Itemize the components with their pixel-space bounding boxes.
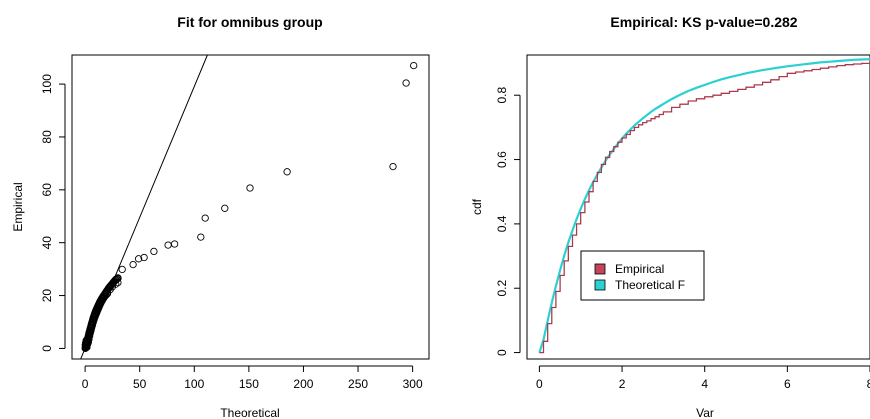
y-tick-label: 0.6 [495, 151, 509, 168]
legend-label-empirical: Empirical [615, 262, 664, 276]
series-empirical-edge [539, 63, 870, 353]
qq-plot-ylabel: Empirical [11, 182, 25, 231]
y-tick-label: 60 [40, 183, 54, 197]
qq-plot-xlabel: Theoretical [220, 406, 279, 419]
qq-point [170, 240, 179, 248]
x-tick-label: 150 [239, 377, 259, 391]
qq-plot-area [80, 55, 418, 359]
qq-point [402, 79, 410, 87]
cdf-plot-area [538, 58, 870, 354]
cdf-plot-panel: Empirical: KS p-value=0.282 Var cdf 0 2 4 6… [470, 14, 870, 419]
x-tick-label: 4 [701, 377, 708, 391]
qq-point [197, 233, 205, 241]
x-tick-label: 50 [133, 377, 147, 391]
legend-swatch-theoretical [594, 279, 606, 291]
qq-point [113, 275, 121, 283]
qq-point [83, 343, 91, 351]
qq-point [134, 255, 143, 263]
cdf-plot-ylabel: cdf [470, 198, 484, 215]
qq-plot-title: Fit for omnibus group [177, 14, 322, 30]
x-tick-label: 100 [184, 377, 204, 391]
qq-point [102, 291, 110, 299]
series-empirical-line [539, 62, 870, 354]
series-theoretical-line [538, 58, 870, 353]
legend-box [580, 250, 705, 301]
x-tick-label: 0 [82, 377, 89, 391]
qq-point [85, 332, 94, 340]
y-tick-label: 0.2 [495, 280, 509, 297]
x-tick-label: 300 [403, 377, 423, 391]
y-tick-label: 20 [40, 289, 54, 303]
qq-point [114, 278, 122, 287]
y-tick-label: 100 [40, 74, 54, 94]
qq-point [246, 184, 254, 192]
qq-plot-y-axis: 0 20 40 60 80 100 [40, 74, 66, 352]
qq-plot-panel: Fit for omnibus group Theoretical Empiri… [11, 14, 430, 419]
qq-point [201, 214, 209, 222]
x-tick-label: 200 [293, 377, 313, 391]
cdf-plot-y-axis: 0 0.2 0.4 0.6 0.8 [495, 87, 521, 356]
x-tick-label: 8 [867, 377, 870, 391]
qq-point [410, 61, 418, 70]
qq-point [221, 204, 229, 212]
legend-swatch-empirical [594, 263, 606, 275]
qq-point [140, 253, 148, 262]
y-tick-label: 0 [495, 349, 509, 356]
y-tick-label: 80 [40, 130, 54, 144]
cdf-plot-title: Empirical: KS p-value=0.282 [610, 14, 797, 30]
cdf-plot-x-axis: 0 2 4 6 8 [536, 365, 870, 391]
qq-point [389, 162, 397, 171]
qq-plot-x-axis: 0 50 100 150 200 250 300 [82, 365, 423, 391]
qq-point [118, 265, 126, 274]
x-tick-label: 0 [536, 377, 543, 391]
y-tick-label: 40 [40, 236, 54, 250]
y-tick-label: 0.4 [495, 215, 509, 232]
y-tick-label: 0.8 [495, 87, 509, 104]
x-tick-label: 2 [619, 377, 626, 391]
qq-point [164, 241, 172, 249]
x-tick-label: 250 [348, 377, 368, 391]
qq-point [150, 247, 158, 256]
qq-point [283, 168, 291, 176]
legend-label-theoretical: Theoretical F [615, 278, 685, 292]
qq-point [129, 260, 137, 269]
y-tick-label: 0 [40, 345, 54, 352]
cdf-plot-xlabel: Var [696, 406, 714, 419]
cdf-plot-box [526, 54, 870, 360]
cdf-legend: Empirical Theoretical F [580, 250, 705, 301]
x-tick-label: 6 [784, 377, 791, 391]
qq-point [112, 280, 120, 288]
qq-plot-box [71, 54, 430, 360]
